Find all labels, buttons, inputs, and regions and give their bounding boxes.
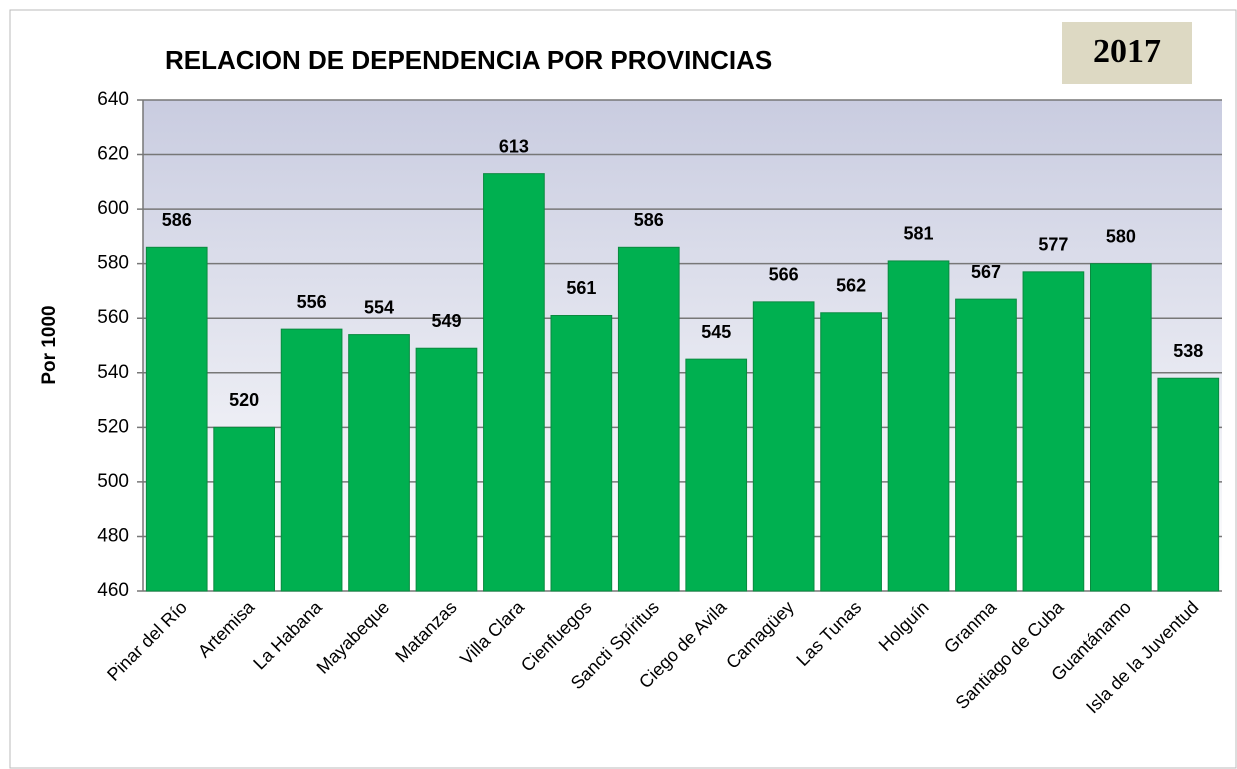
bar: [145, 246, 208, 592]
x-tick-label: Granma: [940, 596, 1001, 657]
y-axis-label: Por 1000: [39, 305, 60, 384]
bar: [483, 173, 545, 592]
y-tick-label: 600: [97, 198, 129, 219]
x-tick-label: Holguín: [875, 597, 933, 655]
x-tick-label: Las Tunas: [792, 597, 865, 670]
bar: [685, 358, 748, 592]
value-label: 567: [971, 262, 1001, 282]
value-label: 580: [1106, 226, 1136, 246]
y-tick-label: 480: [97, 525, 129, 546]
bar: [887, 260, 950, 592]
bar: [348, 334, 410, 592]
y-tick-label: 620: [97, 144, 129, 165]
frame: [9, 9, 1237, 769]
value-label: 586: [634, 210, 664, 230]
y-tick-label: 460: [97, 580, 129, 601]
bar: [213, 426, 276, 592]
value-label: 581: [904, 224, 934, 244]
chart-title: RELACION DE DEPENDENCIA POR PROVINCIAS: [165, 45, 772, 75]
value-label: 520: [229, 390, 259, 410]
x-tick-label: Matanzas: [391, 597, 460, 666]
value-label: 562: [836, 276, 866, 296]
value-label: 556: [297, 292, 327, 312]
value-label: 538: [1173, 341, 1203, 361]
bar: [752, 301, 815, 592]
x-tick-label: Camagüey: [722, 597, 798, 673]
y-tick-label: 520: [97, 416, 129, 437]
bar: [550, 314, 613, 592]
x-tick-label: Isla de la Juventud: [1082, 597, 1202, 717]
value-label: 545: [701, 322, 731, 342]
bar: [955, 298, 1017, 592]
value-label: 586: [162, 210, 192, 230]
y-tick-label: 560: [97, 307, 129, 328]
x-tick-label: Villa Clara: [456, 596, 529, 669]
y-tick-label: 540: [97, 362, 129, 383]
value-label: 561: [566, 278, 596, 298]
value-label: 554: [364, 297, 394, 317]
bar: [280, 328, 343, 592]
value-label: 566: [769, 265, 799, 285]
x-tick-label: Mayabeque: [313, 597, 394, 678]
bar: [1022, 271, 1085, 592]
x-tick-label: Artemisa: [194, 596, 259, 661]
bar: [617, 246, 680, 592]
badge-box: [1062, 22, 1192, 84]
bar: [820, 312, 882, 592]
bar: [1089, 263, 1152, 592]
y-tick-label: 500: [97, 471, 129, 492]
x-tick-label: Pinar del Río: [103, 597, 191, 685]
badge: 2017: [1093, 33, 1161, 70]
bar: [415, 347, 478, 592]
y-tick-label: 580: [97, 253, 129, 274]
bar: [1157, 377, 1220, 592]
y-tick-label: 640: [97, 89, 129, 110]
value-label: 613: [499, 136, 529, 156]
value-label: 549: [431, 311, 461, 331]
value-label: 577: [1038, 235, 1068, 255]
